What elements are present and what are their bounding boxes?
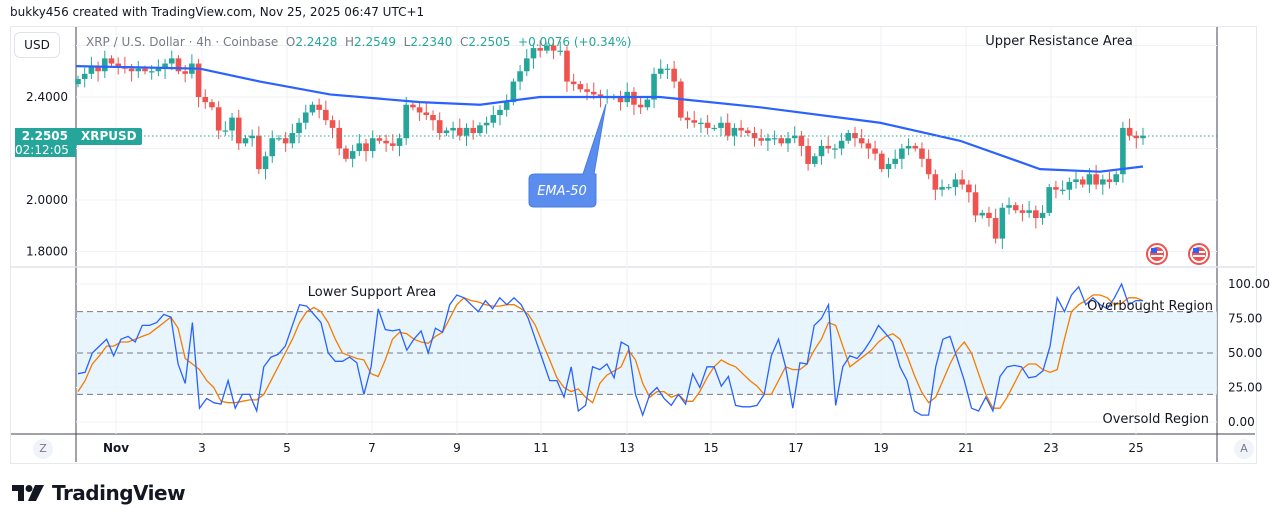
svg-text:23: 23 — [1043, 441, 1058, 455]
oscillator-band — [77, 311, 1217, 395]
svg-text:19: 19 — [873, 441, 888, 455]
last-price-value: 2.2505 — [21, 129, 68, 143]
symbol-title[interactable]: XRP / U.S. Dollar · 4h · Coinbase — [86, 35, 279, 49]
svg-text:17: 17 — [788, 441, 803, 455]
lower-support-label: Lower Support Area — [308, 285, 437, 300]
candlestick-series — [75, 39, 1146, 249]
ema-callout-label: EMA-50 — [537, 184, 587, 199]
tradingview-brand: TradingView — [52, 481, 186, 505]
high-value: 2.2549 — [354, 35, 397, 49]
svg-text:3: 3 — [198, 441, 206, 455]
svg-text:7: 7 — [368, 441, 376, 455]
svg-text:75.00: 75.00 — [1228, 312, 1262, 326]
auto-scale-right-button[interactable]: A — [1234, 439, 1254, 459]
last-price-tag: 2.2505 02:12:05 — [15, 128, 76, 157]
svg-text:100.00: 100.00 — [1228, 277, 1270, 291]
low-label: L — [403, 35, 411, 49]
svg-text:25.00: 25.00 — [1228, 381, 1262, 395]
time-axis[interactable]: Nov 3 5 7 9 11 13 15 17 19 21 23 25 — [103, 441, 1144, 455]
svg-text:2.4000: 2.4000 — [26, 90, 68, 104]
change-value: +0.0076 (+0.34%) — [518, 35, 632, 49]
tradingview-logo-icon — [12, 485, 44, 501]
svg-text:5: 5 — [283, 441, 291, 455]
svg-text:0.00: 0.00 — [1228, 415, 1255, 429]
price-axis[interactable]: 2.4000 2.0000 1.8000 — [26, 90, 68, 259]
upper-resistance-label: Upper Resistance Area — [985, 34, 1133, 49]
stoch-k-line — [77, 282, 1143, 418]
svg-text:11: 11 — [533, 441, 548, 455]
svg-text:1.8000: 1.8000 — [26, 245, 68, 259]
tradingview-logo[interactable]: TradingView — [12, 481, 186, 505]
svg-text:Nov: Nov — [103, 441, 129, 455]
svg-text:21: 21 — [958, 441, 973, 455]
open-label: O — [285, 35, 296, 49]
stoch-d-line — [77, 294, 1144, 409]
svg-text:9: 9 — [453, 441, 461, 455]
close-value: 2.2505 — [468, 35, 511, 49]
auto-scale-left-button[interactable]: Z — [33, 439, 53, 459]
us-event-icon[interactable] — [1146, 243, 1168, 265]
svg-text:25: 25 — [1128, 441, 1143, 455]
symbol-price-label: XRPUSD — [76, 128, 142, 145]
overbought-label: Overbought Region — [1087, 299, 1213, 314]
svg-text:15: 15 — [703, 441, 718, 455]
close-label: C — [459, 35, 469, 49]
svg-text:2.0000: 2.0000 — [26, 193, 68, 207]
open-value: 2.2428 — [295, 35, 338, 49]
oversold-label: Oversold Region — [1103, 412, 1210, 427]
bar-countdown: 02:12:05 — [15, 143, 69, 157]
us-event-icon[interactable] — [1188, 243, 1210, 265]
ema-callout[interactable]: EMA-50 — [528, 103, 607, 208]
symbol-legend: XRP / U.S. Dollar · 4h · Coinbase O2.242… — [86, 35, 631, 49]
currency-button[interactable]: USD — [14, 32, 60, 58]
high-label: H — [344, 35, 355, 49]
oscillator-axis[interactable]: 100.00 75.00 50.00 25.00 0.00 — [1228, 277, 1270, 429]
svg-text:13: 13 — [619, 441, 634, 455]
chart-credit: bukky456 created with TradingView.com, N… — [10, 5, 425, 19]
ema-50-line — [75, 65, 1144, 173]
svg-text:50.00: 50.00 — [1228, 346, 1262, 360]
low-value: 2.2340 — [410, 35, 453, 49]
